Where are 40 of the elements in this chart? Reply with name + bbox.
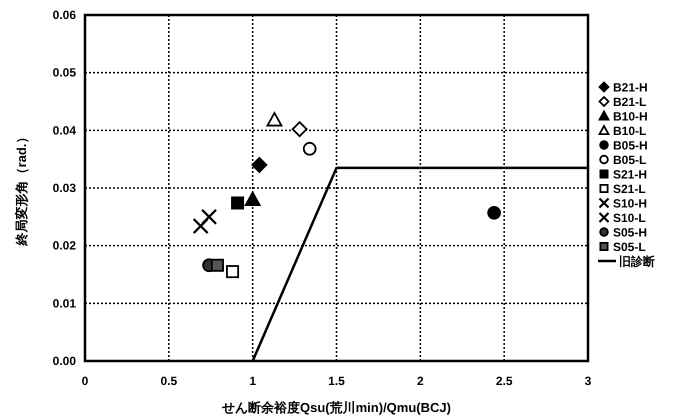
legend-label: 旧診断	[619, 254, 655, 268]
legend-label: S05-L	[613, 240, 646, 254]
legend-label: B05-H	[613, 138, 648, 152]
point	[244, 192, 261, 206]
legend-label: B21-H	[613, 80, 648, 94]
point	[226, 265, 240, 278]
point	[192, 218, 209, 234]
x-tick-label: 0	[82, 374, 89, 388]
x-tick-label: 2.5	[496, 374, 513, 388]
legend-label: S21-H	[613, 168, 648, 182]
point	[302, 142, 317, 156]
legend-label: S10-H	[613, 196, 648, 210]
legend-label: S05-H	[613, 226, 648, 240]
point	[266, 112, 282, 126]
x-tick-label: 2	[416, 374, 424, 388]
point	[251, 157, 268, 173]
x-tick-label: 0.5	[160, 374, 178, 388]
x-tick-label: 1.5	[328, 374, 346, 388]
y-axis-title: 終局変形角（rad.）	[14, 130, 29, 246]
legend-label: B05-L	[613, 153, 646, 167]
legend-label: B10-H	[613, 110, 648, 124]
legend-label: S10-L	[613, 211, 646, 225]
point	[292, 121, 308, 138]
y-tick-label: 0.02	[52, 238, 76, 253]
legend-label: B21-L	[613, 95, 646, 109]
y-tick-label: 0.03	[52, 181, 76, 195]
point	[487, 206, 501, 220]
x-tick-label: 3	[584, 374, 592, 388]
y-tick-label: 0.01	[52, 296, 76, 310]
y-tick-label: 0.06	[52, 8, 76, 22]
point	[200, 208, 218, 225]
y-tick-label: 0.00	[52, 354, 76, 368]
y-tick-label: 0.05	[52, 66, 76, 80]
x-tick-label: 1	[249, 374, 256, 388]
legend-label: S21-L	[613, 182, 646, 196]
point	[210, 258, 224, 272]
point	[231, 196, 244, 210]
x-axis-title: せん断余裕度Qsu(荒川min)/Qmu(BCJ)	[221, 400, 451, 415]
y-tick-label: 0.04	[52, 123, 76, 138]
legend-label: B10-L	[613, 124, 646, 138]
